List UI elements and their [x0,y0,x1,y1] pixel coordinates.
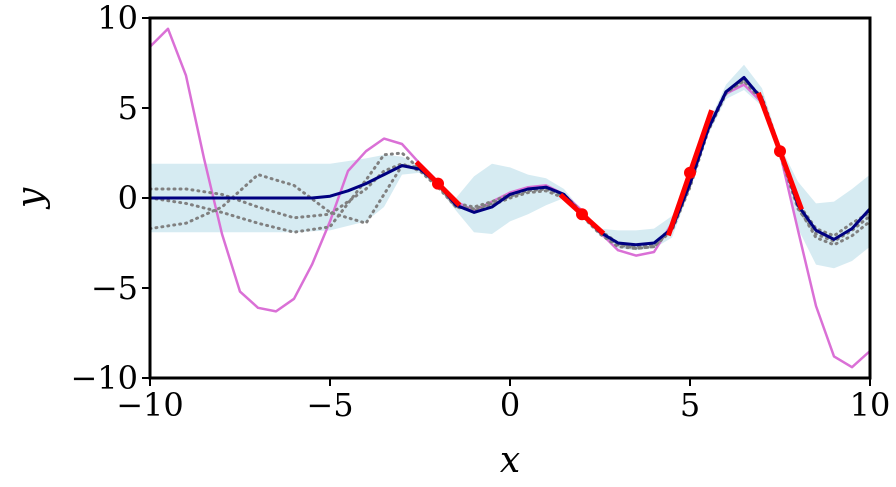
ticks: −10 −5 0 5 10 −10 −5 0 5 10 [70,0,890,424]
observation-point-1 [432,177,444,190]
y-tick-label: 10 [97,0,138,37]
x-axis-label: x [500,440,520,481]
y-tick-label: −10 [70,359,138,397]
y-tick-label: 0 [118,179,138,217]
plot-area [150,27,870,369]
confidence-band [150,64,870,269]
y-tick-label: −5 [91,269,138,307]
x-tick-label: −10 [116,386,184,424]
y-axis-label: y [10,187,51,210]
observation-point-2 [576,208,588,221]
y-tick-label: 5 [118,89,138,127]
x-tick-label: −5 [306,386,353,424]
x-tick-label: 0 [500,386,520,424]
plot-marks [150,27,870,369]
x-tick-label: 5 [680,386,700,424]
x-tick-label: 10 [850,386,891,424]
observation-point-4 [774,145,786,158]
true-function-line [150,27,870,369]
observation-point-3 [684,166,696,179]
